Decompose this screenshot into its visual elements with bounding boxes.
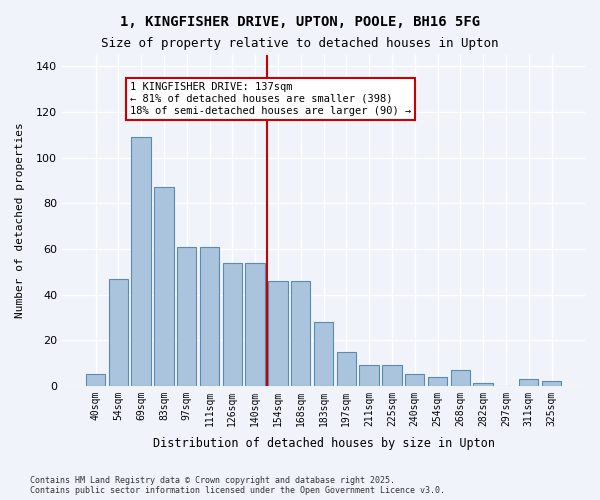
Bar [314,322,333,386]
Text: Size of property relative to detached houses in Upton: Size of property relative to detached ho… [101,38,499,51]
Bar [519,379,538,386]
Bar [473,384,493,386]
Bar [359,365,379,386]
Bar [291,281,310,386]
Bar [86,374,105,386]
Bar [131,137,151,386]
Bar [154,188,173,386]
Text: Contains HM Land Registry data © Crown copyright and database right 2025.
Contai: Contains HM Land Registry data © Crown c… [30,476,445,495]
Bar [542,381,561,386]
Bar [268,281,287,386]
Bar [337,352,356,386]
Bar [245,262,265,386]
Bar [200,246,219,386]
Bar [451,370,470,386]
Bar [223,262,242,386]
Bar [109,278,128,386]
Y-axis label: Number of detached properties: Number of detached properties [15,122,25,318]
Text: 1 KINGFISHER DRIVE: 137sqm
← 81% of detached houses are smaller (398)
18% of sem: 1 KINGFISHER DRIVE: 137sqm ← 81% of deta… [130,82,411,116]
Bar [177,246,196,386]
Bar [405,374,424,386]
Bar [428,376,447,386]
Text: 1, KINGFISHER DRIVE, UPTON, POOLE, BH16 5FG: 1, KINGFISHER DRIVE, UPTON, POOLE, BH16 … [120,15,480,29]
Bar [382,365,401,386]
X-axis label: Distribution of detached houses by size in Upton: Distribution of detached houses by size … [152,437,494,450]
